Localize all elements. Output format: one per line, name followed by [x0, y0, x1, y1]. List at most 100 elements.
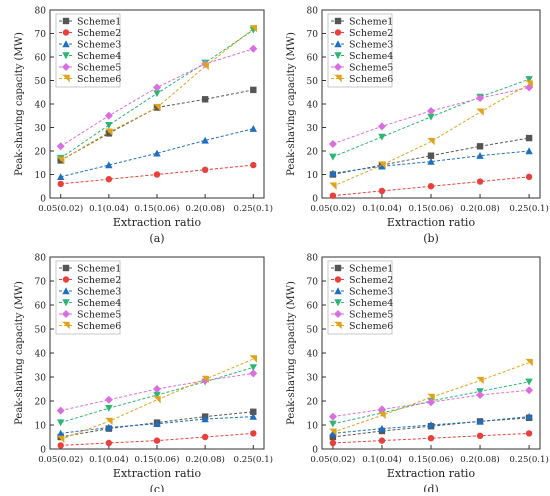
- series-scheme5: [56, 44, 258, 151]
- legend-item: Scheme5: [59, 310, 121, 321]
- series-scheme3: [57, 124, 257, 181]
- data-point: [334, 40, 342, 48]
- legend-label: Scheme3: [349, 287, 393, 298]
- y-tick-label: 80: [307, 254, 319, 264]
- data-point: [334, 299, 342, 307]
- legend-item: Scheme1: [59, 264, 121, 275]
- data-point: [329, 428, 337, 436]
- y-tick-label: 0: [40, 195, 46, 205]
- series-line: [332, 137, 530, 175]
- series-scheme3: [57, 412, 257, 437]
- series-scheme2: [57, 430, 257, 449]
- x-tick-label: 0.1(0.04): [89, 454, 129, 465]
- x-tick-label: 0.1(0.04): [89, 203, 129, 214]
- legend-item: Scheme5: [331, 63, 393, 74]
- x-axis-label: Extraction ratio: [113, 216, 202, 229]
- x-tick-label: 0.25(0.1): [509, 454, 549, 465]
- panel-label: (a): [149, 232, 164, 245]
- legend-label: Scheme5: [349, 310, 393, 321]
- legend-label: Scheme6: [77, 74, 121, 85]
- data-point: [334, 17, 342, 25]
- y-tick-label: 50: [35, 77, 47, 87]
- data-point: [201, 96, 209, 103]
- data-point: [57, 435, 65, 444]
- x-tick-label: 0.2(0.08): [185, 454, 225, 465]
- legend-label: Scheme3: [77, 287, 121, 298]
- legend-item: Scheme6: [59, 74, 121, 85]
- legend-item: Scheme2: [59, 275, 121, 286]
- data-point: [104, 395, 113, 404]
- data-point: [57, 173, 65, 181]
- x-tick-label: 0.05(0.02): [310, 203, 355, 214]
- data-point: [249, 124, 257, 132]
- legend-item: Scheme2: [331, 28, 393, 39]
- data-point: [378, 411, 386, 420]
- data-point: [250, 408, 257, 415]
- data-point: [334, 276, 342, 283]
- data-point: [57, 156, 65, 165]
- legend-item: Scheme1: [331, 264, 393, 275]
- data-point: [525, 412, 533, 420]
- data-point: [105, 128, 113, 136]
- data-point: [62, 276, 70, 283]
- data-point: [62, 17, 70, 25]
- data-point: [57, 180, 64, 188]
- data-point: [105, 130, 113, 137]
- legend: Scheme1Scheme2Scheme3Scheme4Scheme5Schem…: [327, 13, 393, 88]
- y-tick-label: 10: [307, 422, 319, 432]
- y-tick-label: 70: [35, 278, 47, 288]
- legend-item: Scheme2: [331, 275, 393, 286]
- legend-label: Scheme2: [77, 28, 121, 39]
- y-tick-label: 70: [307, 278, 319, 288]
- data-point: [201, 166, 209, 173]
- legend-label: Scheme6: [349, 321, 393, 332]
- series-scheme3: [329, 412, 533, 437]
- data-point: [249, 412, 257, 420]
- legend-label: Scheme2: [77, 275, 121, 286]
- data-point: [153, 391, 161, 399]
- data-point: [328, 412, 337, 421]
- legend-item: Scheme1: [59, 17, 121, 28]
- x-axis-label: Extraction ratio: [387, 467, 476, 480]
- data-point: [427, 157, 435, 165]
- data-point: [334, 29, 342, 36]
- y-tick-label: 50: [35, 326, 47, 336]
- y-tick-label: 70: [35, 30, 47, 40]
- y-tick-label: 50: [307, 77, 319, 87]
- y-tick-label: 0: [312, 446, 318, 456]
- y-tick-label: 40: [307, 101, 319, 111]
- legend-label: Scheme6: [349, 74, 393, 85]
- y-tick-label: 10: [35, 422, 47, 432]
- data-point: [334, 287, 342, 295]
- y-tick-label: 30: [35, 374, 47, 384]
- y-tick-label: 20: [307, 148, 319, 158]
- data-point: [329, 433, 337, 441]
- x-tick-label: 0.15(0.06): [135, 203, 180, 214]
- y-tick-label: 60: [307, 302, 319, 312]
- data-point: [201, 433, 209, 441]
- data-point: [249, 369, 258, 378]
- data-point: [476, 152, 484, 159]
- series-line: [60, 372, 254, 412]
- y-tick-label: 30: [307, 124, 319, 134]
- data-point: [105, 161, 113, 169]
- data-point: [105, 121, 113, 129]
- x-tick-label: 0.2(0.08): [460, 203, 500, 214]
- series-scheme2: [329, 430, 533, 447]
- data-point: [62, 29, 70, 36]
- x-tick-label: 0.1(0.04): [362, 454, 402, 465]
- data-point: [334, 52, 342, 60]
- data-point: [56, 406, 65, 415]
- y-axis-label: Peak-shaving capacity (MW): [286, 32, 297, 176]
- data-point: [334, 74, 342, 83]
- y-tick-label: 10: [35, 171, 47, 181]
- x-tick-label: 0.05(0.02): [38, 454, 83, 465]
- data-point: [153, 385, 161, 393]
- data-point: [250, 161, 257, 169]
- data-point: [427, 393, 435, 402]
- data-point: [62, 52, 70, 60]
- data-point: [329, 420, 337, 428]
- y-tick-label: 0: [312, 195, 318, 205]
